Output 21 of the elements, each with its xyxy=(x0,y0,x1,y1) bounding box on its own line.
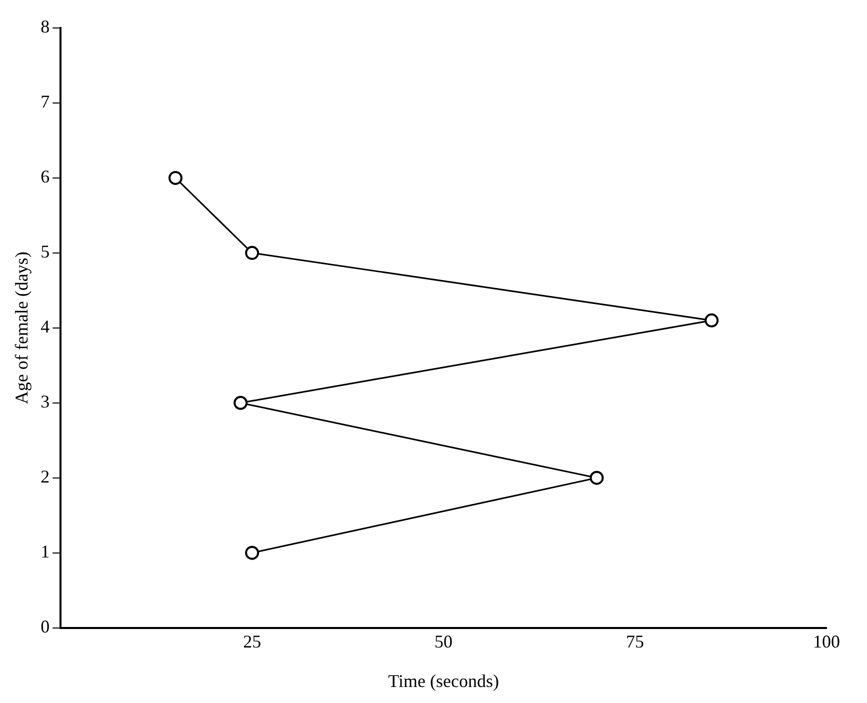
y-axis-title: Age of female (days) xyxy=(12,252,32,404)
point xyxy=(590,470,604,485)
point xyxy=(234,396,248,410)
point xyxy=(245,546,260,560)
y-tick-label: 2 xyxy=(40,466,50,487)
y-tick-label: 1 xyxy=(40,542,50,562)
y-tick-label: 0 xyxy=(40,616,50,637)
y-tick-label: 6 xyxy=(40,166,50,187)
y-tick-label: 4 xyxy=(40,316,50,337)
y-tick-label: 3 xyxy=(40,392,50,412)
x-tick-label: 50 xyxy=(434,631,453,652)
y-tick-label: 8 xyxy=(40,16,50,37)
y-tick-label: 5 xyxy=(40,242,50,262)
point xyxy=(245,246,260,260)
y-tick-label: 7 xyxy=(40,92,50,112)
point xyxy=(704,313,719,328)
x-tick-label: 75 xyxy=(626,631,644,652)
x-tick-label: 25 xyxy=(243,631,262,652)
x-tick-label: 100 xyxy=(813,631,840,652)
point xyxy=(168,170,182,185)
x-axis-title: Time (seconds) xyxy=(388,670,499,691)
